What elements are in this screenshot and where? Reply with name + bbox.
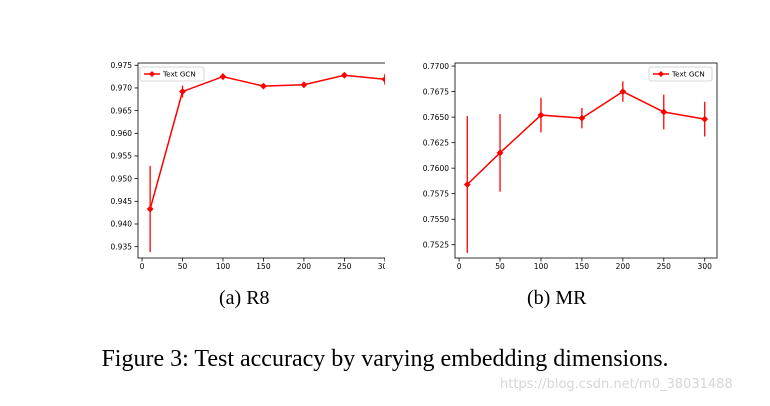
chart-b-data-point <box>463 181 471 188</box>
chart-a-legend-box <box>139 66 205 82</box>
chart-a-legend-marker <box>149 71 155 77</box>
chart-r8: 0 50 100 150 200 250 300 0.935 0.940 0.945 0.950 0.… <box>111 61 385 271</box>
chart-b-x-tick-label: 50 <box>495 262 505 271</box>
chart-b-x-tick-label: 300 <box>698 262 713 271</box>
chart-b-series-line <box>466 90 705 186</box>
chart-b-data-point <box>496 149 504 157</box>
chart-a-y-tick-label: 0.945 <box>111 197 133 206</box>
chart-a-plot-frame <box>137 62 385 259</box>
chart-a-data-point <box>300 81 308 89</box>
watermark: https://blog.csdn.net/m0_38031488 <box>500 377 733 392</box>
chart-b-x-tick-label: 200 <box>616 262 631 271</box>
chart-a-y-tick-label: 0.950 <box>111 174 133 183</box>
chart-a-x-tick-label: 150 <box>256 262 271 271</box>
chart-a-y-tick-label: 0.940 <box>111 220 133 229</box>
chart-b-y-tick-label: 0.7550 <box>423 215 449 224</box>
chart-a-data-point <box>340 71 348 79</box>
chart-a-y-tick-label: 0.975 <box>111 61 133 70</box>
chart-a-data-point <box>381 75 385 83</box>
chart-a-x-tick-label: 200 <box>297 262 312 271</box>
chart-b-y-tick-label: 0.7525 <box>423 240 449 249</box>
chart-b-y-tick-label: 0.7575 <box>423 189 449 198</box>
chart-a-y-tick-label: 0.965 <box>111 106 133 115</box>
chart-a-data-point <box>260 82 267 90</box>
chart-b-y-tick-label: 0.7675 <box>423 87 449 96</box>
chart-a-y-tick-label: 0.960 <box>111 129 133 138</box>
subcaption-mr: (b) MR <box>527 287 587 309</box>
chart-b-data-point <box>660 108 668 116</box>
chart-mr: 0 50 100 150 200 250 300 0.7525 0.7550 0.7575 0.76… <box>423 62 718 271</box>
chart-a-x-tick-label: 50 <box>178 262 188 271</box>
chart-b-data-point <box>537 111 545 119</box>
chart-a-y-tick-label: 0.955 <box>111 152 133 161</box>
chart-b-data-point <box>619 88 627 96</box>
chart-a-data-point <box>179 88 186 95</box>
chart-b-x-tick-label: 100 <box>534 262 549 271</box>
chart-b-legend-label: Text GCN <box>671 70 705 79</box>
chart-a-x-tick-label: 100 <box>216 262 231 271</box>
chart-a-series-line <box>149 74 385 210</box>
chart-b-x-tick-label: 150 <box>575 262 590 271</box>
chart-b-legend-marker <box>658 71 664 77</box>
chart-a-y-tick-label: 0.935 <box>111 242 133 251</box>
chart-b-y-tick-label: 0.7625 <box>423 138 449 147</box>
figure-caption: Figure 3: Test accuracy by varying embed… <box>101 346 669 372</box>
chart-a-x-tick-label: 250 <box>337 262 352 271</box>
chart-b-data-point <box>578 114 586 122</box>
chart-a-data-point <box>219 73 227 81</box>
chart-b-data-point <box>701 115 709 123</box>
chart-b-y-tick-label: 0.7600 <box>423 164 449 173</box>
chart-b-x-tick-label: 250 <box>657 262 672 271</box>
chart-a-legend-label: Text GCN <box>162 70 196 79</box>
chart-a-x-tick-label: 0 <box>140 262 145 271</box>
chart-a-x-tick-label: 300 <box>378 262 385 271</box>
subcaption-r8: (a) R8 <box>219 287 270 309</box>
chart-b-x-tick-label: 0 <box>457 262 462 271</box>
chart-a-data-point <box>146 205 154 213</box>
chart-a-y-tick-label: 0.970 <box>111 84 133 93</box>
chart-b-y-tick-label: 0.7650 <box>423 113 449 122</box>
chart-b-y-tick-label: 0.7700 <box>423 62 449 71</box>
chart-b-plot-frame <box>454 62 718 259</box>
chart-b-legend-box <box>648 66 713 82</box>
